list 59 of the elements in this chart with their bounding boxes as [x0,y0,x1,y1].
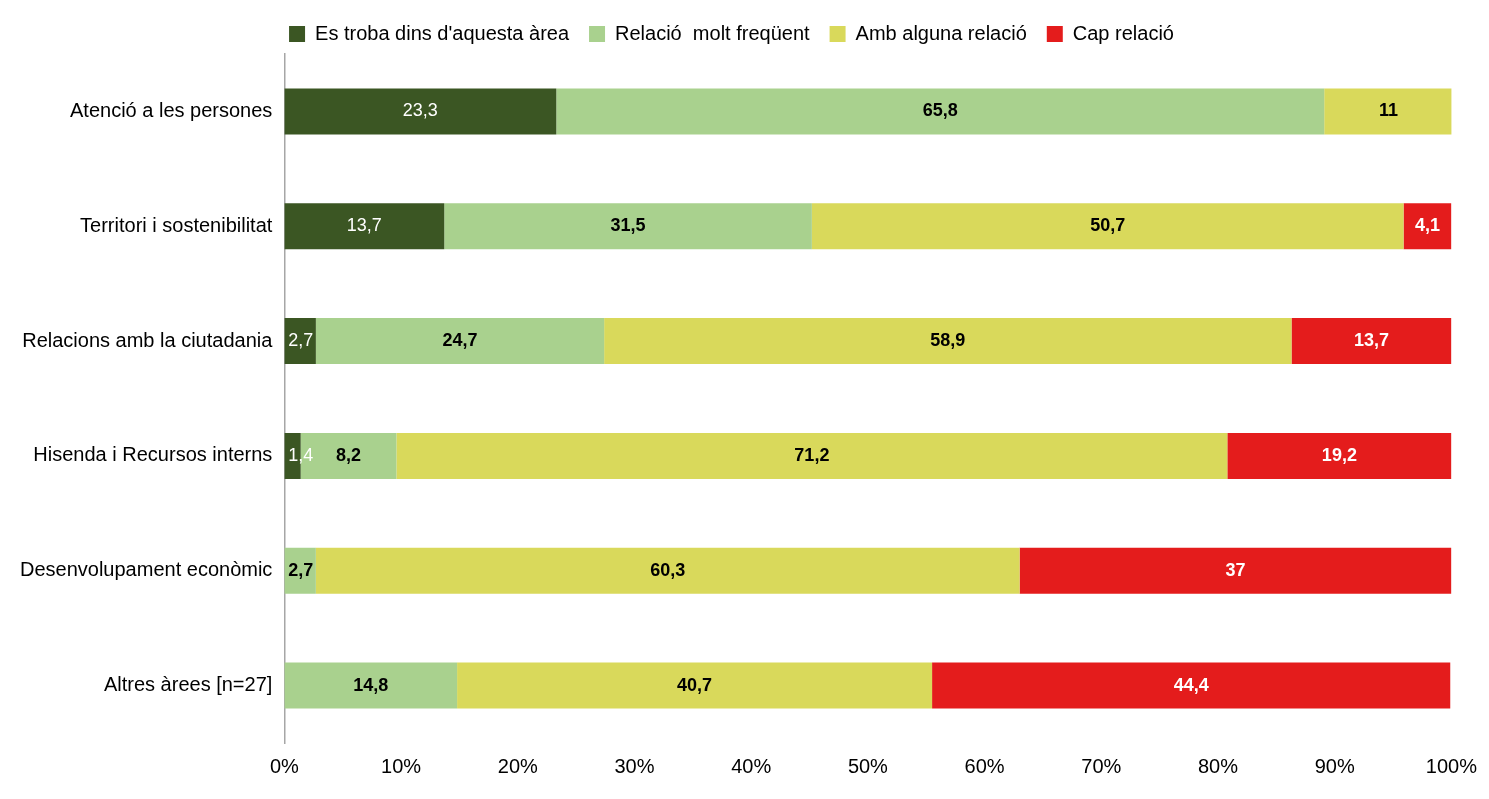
data-label: 13,7 [1353,330,1389,351]
bar [1019,547,1452,594]
bar [1227,432,1452,479]
data-label: 31,5 [610,215,646,236]
x-tick-label: 90% [1314,754,1355,777]
y-tick-label: Desenvolupament econòmic [19,558,273,581]
data-label: 44,4 [1173,674,1209,695]
bar [284,203,445,250]
data-label: 8,2 [336,444,362,465]
x-tick-label: 60% [964,754,1005,777]
bar [396,432,1228,479]
x-tick-label: 10% [381,754,422,777]
y-tick-label: Relacions amb la ciutadania [22,328,274,351]
bar [1403,203,1452,250]
data-label: 24,7 [442,330,478,351]
bar [932,662,1451,709]
y-tick-label: Territori i sostenibilitat [80,213,273,236]
data-label: 23,3 [402,100,438,121]
data-label: 40,7 [677,674,713,695]
y-tick-label: Altres àrees [n=27] [103,673,273,696]
bar [457,662,933,709]
bar [556,88,1325,135]
legend-label: Cap relació [1072,21,1174,44]
data-label: 58,9 [930,330,966,351]
data-label: 4,1 [1414,215,1441,236]
x-tick-label: 40% [731,754,772,777]
x-tick-label: 0% [269,754,300,777]
data-label: 2,7 [288,559,314,580]
bar [444,203,812,250]
y-tick-label: Atenció a les persones [70,98,273,121]
bar [604,318,1292,365]
x-tick-label: 80% [1198,754,1239,777]
data-label: 37 [1225,559,1246,580]
x-tick-label: 70% [1081,754,1122,777]
bar [1324,88,1452,135]
x-tick-label: 100% [1425,754,1478,777]
x-tick-label: 30% [614,754,655,777]
legend-label: Es troba dins d'aquesta àrea [315,21,570,44]
bar [811,203,1404,250]
data-label: 14,8 [353,674,389,695]
bar [284,318,316,365]
bar [284,662,458,709]
legend-label: Amb alguna relació [855,21,1027,44]
bar [315,318,605,365]
data-label: 2,7 [288,330,314,351]
data-label: 50,7 [1090,215,1126,236]
legend-label: Relació molt freqüent [615,21,811,44]
y-tick-label: Hisenda i Recursos interns [33,443,273,466]
data-label: 11 [1378,100,1398,121]
x-tick-label: 20% [497,754,539,777]
data-label: 71,2 [794,444,830,465]
bar [1291,318,1452,365]
bar [284,88,557,135]
data-label: 13,7 [346,215,382,236]
data-label: 65,8 [922,100,958,121]
data-label: 60,3 [650,559,686,580]
data-label: 19,2 [1321,444,1357,465]
bar [315,547,1020,594]
x-tick-label: 50% [847,754,889,777]
